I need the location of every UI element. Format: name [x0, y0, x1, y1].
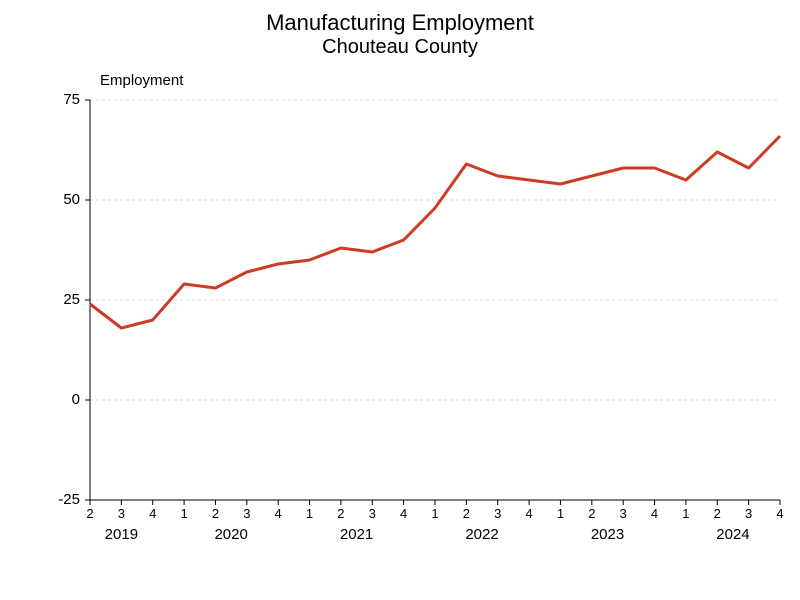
x-quarter-label: 2	[582, 506, 602, 521]
x-quarter-label: 2	[707, 506, 727, 521]
y-tick-label: 75	[0, 91, 80, 108]
chart-container: Manufacturing Employment Chouteau County…	[0, 0, 800, 600]
x-quarter-label: 4	[645, 506, 665, 521]
x-quarter-label: 1	[174, 506, 194, 521]
x-year-label: 2024	[703, 526, 763, 543]
x-year-label: 2023	[578, 526, 638, 543]
x-quarter-label: 1	[425, 506, 445, 521]
x-quarter-label: 2	[80, 506, 100, 521]
x-quarter-label: 1	[550, 506, 570, 521]
y-tick-label: 50	[0, 191, 80, 208]
x-quarter-label: 3	[111, 506, 131, 521]
x-year-label: 2021	[327, 526, 387, 543]
x-quarter-label: 4	[770, 506, 790, 521]
x-quarter-label: 1	[676, 506, 696, 521]
x-year-label: 2020	[201, 526, 261, 543]
x-quarter-label: 3	[613, 506, 633, 521]
x-quarter-label: 1	[300, 506, 320, 521]
x-quarter-label: 4	[519, 506, 539, 521]
x-quarter-label: 3	[488, 506, 508, 521]
x-year-label: 2022	[452, 526, 512, 543]
x-quarter-label: 4	[394, 506, 414, 521]
y-tick-label: 25	[0, 291, 80, 308]
y-tick-label: -25	[0, 491, 80, 508]
x-quarter-label: 2	[205, 506, 225, 521]
x-quarter-label: 4	[268, 506, 288, 521]
x-year-label: 2019	[91, 526, 151, 543]
x-quarter-label: 3	[237, 506, 257, 521]
x-quarter-label: 4	[143, 506, 163, 521]
y-tick-label: 0	[0, 391, 80, 408]
x-quarter-label: 2	[331, 506, 351, 521]
x-quarter-label: 3	[739, 506, 759, 521]
x-quarter-label: 2	[456, 506, 476, 521]
x-quarter-label: 3	[362, 506, 382, 521]
